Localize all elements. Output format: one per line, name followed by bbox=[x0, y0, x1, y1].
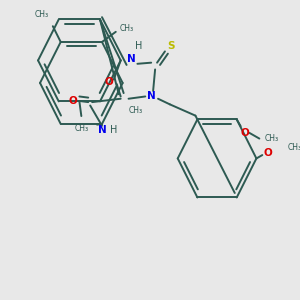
Text: CH₃: CH₃ bbox=[128, 106, 143, 115]
Text: O: O bbox=[264, 148, 273, 158]
Text: N: N bbox=[147, 92, 155, 101]
Text: CH₃: CH₃ bbox=[120, 24, 134, 33]
Text: CH₃: CH₃ bbox=[35, 11, 49, 20]
Text: O: O bbox=[68, 96, 77, 106]
Text: N: N bbox=[98, 125, 106, 135]
Text: H: H bbox=[110, 125, 118, 135]
Text: CH₃: CH₃ bbox=[264, 134, 278, 143]
Text: CH₃: CH₃ bbox=[74, 124, 88, 133]
Text: O: O bbox=[240, 128, 249, 138]
Text: N: N bbox=[127, 54, 136, 64]
Text: S: S bbox=[167, 41, 175, 51]
Text: H: H bbox=[135, 41, 143, 51]
Text: CH₃: CH₃ bbox=[288, 143, 300, 152]
Text: O: O bbox=[104, 77, 113, 87]
